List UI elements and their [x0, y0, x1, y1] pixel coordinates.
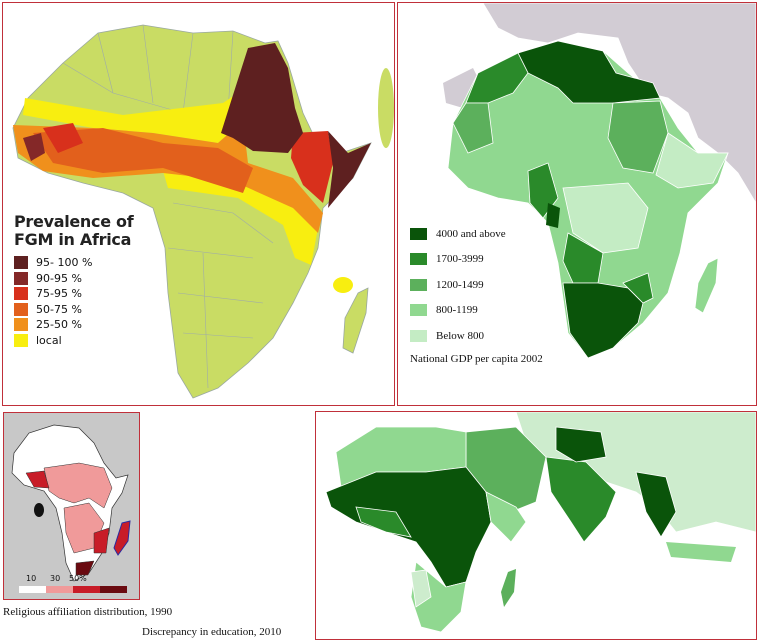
- legend-label: 1200-1499: [436, 278, 484, 291]
- legend-swatch: [410, 253, 427, 266]
- legend-label: 95- 100 %: [36, 256, 93, 270]
- legend-swatch: [410, 227, 427, 240]
- gdp-legend-item: Below 800: [410, 323, 506, 349]
- gdp-region-800-east: [655, 132, 729, 189]
- legend-swatch: [14, 302, 28, 316]
- religion-caption: Religious affiliation distribution, 1990: [3, 606, 173, 618]
- fgm-title-line2: FGM in Africa: [14, 230, 132, 249]
- legend-swatch: [14, 271, 28, 285]
- fgm-region-local: [23, 95, 243, 143]
- religion-map: [11, 424, 131, 582]
- education-map-panel: [315, 411, 757, 640]
- fgm-map-panel: Prevalence of FGM in Africa 95- 100 % 90…: [2, 2, 395, 406]
- fgm-region-75-95-west: [43, 123, 83, 153]
- africa-horn: [485, 491, 527, 543]
- fgm-legend-item: 75-95 %: [14, 286, 92, 302]
- legend-label: 50-75 %: [36, 302, 82, 316]
- gdp-region-4000-south: [562, 282, 644, 359]
- gdp-region-1200-sudan: [607, 100, 669, 174]
- scale-swatch: [46, 586, 73, 593]
- gdp-region-1700-se: [622, 272, 654, 304]
- rel-region-max: [75, 560, 95, 576]
- scale-label: 30: [50, 574, 61, 583]
- fgm-region-95-100-horn: [328, 131, 371, 208]
- madagascar: [342, 287, 369, 354]
- scale-label: 50%: [69, 574, 87, 583]
- education-caption: Discrepancy in education, 2010: [142, 626, 282, 638]
- madagascar: [501, 569, 516, 607]
- education-map: [325, 412, 756, 633]
- legend-label: Below 800: [436, 329, 484, 342]
- south-asia: [545, 456, 617, 543]
- rel-region-50-se: [93, 527, 110, 554]
- fgm-map: [12, 24, 394, 399]
- fgm-region-50-75: [33, 128, 253, 193]
- religion-scale-bar: [19, 586, 127, 593]
- legend-swatch: [14, 287, 28, 301]
- gdp-caption: National GDP per capita 2002: [410, 353, 543, 365]
- legend-swatch: [14, 333, 28, 347]
- gdp-map-panel: 4000 and above 1700-3999 1200-1499 800-1…: [397, 2, 757, 406]
- fgm-region-95-100: [221, 43, 303, 153]
- legend-swatch: [410, 304, 427, 317]
- fgm-title-line1: Prevalence of: [14, 212, 134, 231]
- legend-label: 25-50 %: [36, 318, 82, 332]
- gdp-region-1200-west: [452, 102, 494, 154]
- legend-swatch: [410, 329, 427, 342]
- legend-label: 800-1199: [436, 304, 478, 317]
- legend-swatch: [14, 318, 28, 332]
- fgm-legend-item: 25-50 %: [14, 317, 92, 333]
- comoros-local: [333, 277, 353, 293]
- scale-swatch: [100, 586, 127, 593]
- gdp-region-below800-central: [562, 182, 649, 254]
- gdp-legend-item: 1700-3999: [410, 247, 506, 273]
- gdp-legend-item: 4000 and above: [410, 221, 506, 247]
- madagascar: [694, 257, 719, 314]
- fgm-legend-item: 90-95 %: [14, 271, 92, 287]
- gdp-region-4000-north: [517, 40, 661, 104]
- legend-label: 4000 and above: [436, 227, 506, 240]
- rel-region-30: [43, 462, 113, 509]
- mask-icon: [34, 503, 44, 517]
- legend-swatch: [14, 256, 28, 270]
- rel-region-50: [25, 470, 50, 489]
- gdp-map: [443, 3, 756, 359]
- fgm-legend-item: 50-75 %: [14, 302, 92, 318]
- fgm-country-borders: [62, 24, 274, 389]
- southeast-asia: [635, 471, 677, 538]
- legend-swatch: [410, 278, 427, 291]
- africa-west-coast: [355, 506, 412, 538]
- gdp-legend: 4000 and above 1700-3999 1200-1499 800-1…: [410, 221, 506, 349]
- fgm-legend-item: 95- 100 %: [14, 255, 92, 271]
- fgm-region-90-95: [23, 133, 45, 161]
- religion-map-panel: 10 30 50%: [3, 412, 140, 600]
- fgm-legend: 95- 100 % 90-95 % 75-95 % 50-75 % 25-50 …: [14, 255, 92, 348]
- scale-swatch: [73, 586, 100, 593]
- fgm-region-75-95: [291, 131, 333, 203]
- gdp-legend-item: 800-1199: [410, 298, 506, 324]
- fgm-legend-item: local: [14, 333, 92, 349]
- legend-label: 1700-3999: [436, 253, 484, 266]
- legend-label: local: [36, 333, 62, 347]
- africa-south-pale: [410, 569, 432, 608]
- gdp-legend-item: 1200-1499: [410, 272, 506, 298]
- himalaya-dark: [555, 426, 607, 463]
- scale-label: 10: [26, 574, 37, 583]
- legend-label: 90-95 %: [36, 271, 82, 285]
- scale-swatch: [19, 586, 46, 593]
- fgm-legend-title: Prevalence of FGM in Africa: [14, 212, 134, 249]
- africa-landmass: [11, 424, 129, 582]
- africa-sahel-dark: [325, 466, 492, 588]
- indonesia: [666, 542, 736, 562]
- gdp-region-4000-gabon: [546, 203, 560, 228]
- legend-label: 75-95 %: [36, 287, 82, 301]
- madagascar: [113, 520, 131, 556]
- arabia-edge: [378, 68, 394, 148]
